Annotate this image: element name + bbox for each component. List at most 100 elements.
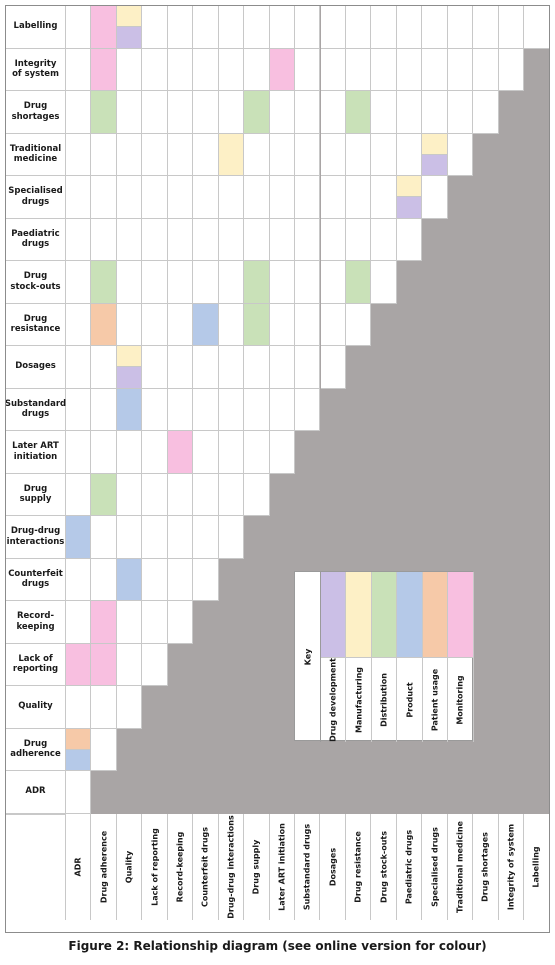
column-label-drug-shortages: Drug shortages bbox=[473, 813, 499, 920]
column-label-text: Lack of reporting bbox=[150, 827, 160, 906]
cell-adr-adr bbox=[66, 771, 92, 814]
cell-dosages-lack-of-reporting bbox=[142, 346, 168, 389]
cell-traditional-medicine-later-art-initiation bbox=[269, 133, 296, 176]
cell-specialised-drugs-quality bbox=[116, 176, 143, 219]
row-label-quality: Quality bbox=[6, 686, 66, 729]
cell-drug-drug-interactions-counterfeit-drugs bbox=[193, 516, 219, 559]
column-label-counterfeit-drugs: Counterfeit drugs bbox=[193, 813, 219, 920]
cell-traditional-medicine-specialised-drugs-drug-development bbox=[422, 154, 448, 176]
cell-quality-drug-adherence bbox=[91, 686, 117, 729]
cell-traditional-medicine-drug-adherence bbox=[91, 133, 117, 176]
column-label-drug-stock-outs: Drug stock-outs bbox=[371, 813, 397, 920]
row-label-substandard-drugs: Substandard drugs bbox=[6, 388, 66, 431]
cell-specialised-drugs-drug-resistance bbox=[345, 176, 372, 219]
cell-integrity-of-system-drug-shortages bbox=[473, 48, 499, 91]
row-label-labelling: Labelling bbox=[6, 6, 66, 49]
cell-integrity-of-system-counterfeit-drugs bbox=[193, 48, 219, 91]
cell-drug-stock-outs-drug-supply-distribution bbox=[244, 261, 270, 304]
cell-drug-stock-outs-substandard-drugs bbox=[295, 261, 321, 304]
cell-labelling-paediatric-drugs bbox=[396, 6, 423, 49]
cell-paediatric-drugs-adr bbox=[66, 218, 92, 261]
cell-quality-adr bbox=[66, 686, 92, 729]
column-label-text: Traditional medicine bbox=[455, 820, 465, 913]
key-swatch bbox=[397, 572, 422, 658]
cell-traditional-medicine-drug-stock-outs bbox=[371, 133, 397, 176]
cell-specialised-drugs-paediatric-drugs-drug-development bbox=[396, 197, 423, 219]
cell-specialised-drugs-drug-supply bbox=[244, 176, 270, 219]
cell-integrity-of-system-drug-adherence-monitoring bbox=[91, 48, 117, 91]
column-label-text: Drug-drug interactions bbox=[226, 814, 236, 919]
column-label-text: Drug stock-outs bbox=[379, 830, 389, 903]
column-label-text: Drug adherence bbox=[99, 830, 109, 903]
cell-drug-resistance-dosages bbox=[320, 303, 346, 346]
cell-later-art-initiation-lack-of-reporting bbox=[142, 431, 168, 474]
cell-traditional-medicine-drug-drug-interactions-manufacturing bbox=[218, 133, 245, 176]
row-label-drug-resistance: Drug resistance bbox=[6, 303, 66, 346]
column-label-text: Counterfeit drugs bbox=[200, 826, 210, 907]
cell-drug-shortages-drug-stock-outs bbox=[371, 91, 397, 134]
key-label-text: Distribution bbox=[379, 673, 389, 727]
cell-labelling-traditional-medicine bbox=[447, 6, 474, 49]
column-label-lack-of-reporting: Lack of reporting bbox=[142, 813, 168, 920]
key-swatch bbox=[422, 572, 448, 658]
key-label-text: Manufacturing bbox=[354, 667, 364, 733]
cell-specialised-drugs-paediatric-drugs-manufacturing bbox=[396, 176, 423, 198]
cell-labelling-drug-adherence-monitoring bbox=[91, 6, 117, 49]
key-label: Manufacturing bbox=[346, 658, 370, 742]
cell-substandard-drugs-substandard-drugs bbox=[295, 388, 321, 431]
cell-drug-adherence-drug-adherence bbox=[91, 728, 117, 771]
colour-key: Key Drug development Manufacturing Distrib… bbox=[294, 571, 474, 742]
cell-drug-drug-interactions-record-keeping bbox=[167, 516, 194, 559]
cell-drug-shortages-substandard-drugs bbox=[295, 91, 321, 134]
key-item-manufacturing: Manufacturing bbox=[346, 572, 372, 742]
cell-specialised-drugs-dosages bbox=[320, 176, 346, 219]
cell-dosages-record-keeping bbox=[167, 346, 194, 389]
cell-later-art-initiation-record-keeping-monitoring bbox=[167, 431, 194, 474]
cell-traditional-medicine-traditional-medicine bbox=[447, 133, 474, 176]
cell-substandard-drugs-adr bbox=[66, 388, 92, 431]
cell-specialised-drugs-drug-stock-outs bbox=[371, 176, 397, 219]
cell-later-art-initiation-quality bbox=[116, 431, 143, 474]
cell-labelling-adr bbox=[66, 6, 92, 49]
cell-drug-drug-interactions-drug-adherence bbox=[91, 516, 117, 559]
row-label-drug-adherence: Drug adherence bbox=[6, 728, 66, 771]
cell-later-art-initiation-later-art-initiation bbox=[269, 431, 296, 474]
cell-dosages-quality-drug-development bbox=[116, 367, 143, 389]
cell-drug-shortages-record-keeping bbox=[167, 91, 194, 134]
column-label-adr: ADR bbox=[66, 813, 92, 920]
cell-paediatric-drugs-later-art-initiation bbox=[269, 218, 296, 261]
cell-drug-shortages-drug-drug-interactions bbox=[218, 91, 245, 134]
cell-integrity-of-system-specialised-drugs bbox=[422, 48, 448, 91]
cell-record-keeping-drug-adherence-monitoring bbox=[91, 601, 117, 644]
cell-counterfeit-drugs-lack-of-reporting bbox=[142, 558, 168, 601]
column-label-substandard-drugs: Substandard drugs bbox=[295, 813, 321, 920]
cell-quality-quality bbox=[116, 686, 143, 729]
cell-integrity-of-system-dosages bbox=[320, 48, 346, 91]
cell-traditional-medicine-substandard-drugs bbox=[295, 133, 321, 176]
cell-drug-drug-interactions-lack-of-reporting bbox=[142, 516, 168, 559]
cell-drug-shortages-drug-resistance-distribution bbox=[345, 91, 372, 134]
column-label-specialised-drugs: Specialised drugs bbox=[422, 813, 448, 920]
cell-paediatric-drugs-counterfeit-drugs bbox=[193, 218, 219, 261]
cell-record-keeping-lack-of-reporting bbox=[142, 601, 168, 644]
cell-traditional-medicine-adr bbox=[66, 133, 92, 176]
row-label-drug-shortages: Drug shortages bbox=[6, 91, 66, 134]
cell-specialised-drugs-adr bbox=[66, 176, 92, 219]
cell-drug-stock-outs-drug-drug-interactions bbox=[218, 261, 245, 304]
cell-later-art-initiation-adr bbox=[66, 431, 92, 474]
cell-substandard-drugs-counterfeit-drugs bbox=[193, 388, 219, 431]
cell-traditional-medicine-counterfeit-drugs bbox=[193, 133, 219, 176]
cell-drug-stock-outs-counterfeit-drugs bbox=[193, 261, 219, 304]
cell-drug-supply-adr bbox=[66, 473, 92, 516]
column-label-text: Paediatric drugs bbox=[404, 829, 414, 904]
cell-traditional-medicine-lack-of-reporting bbox=[142, 133, 168, 176]
cell-labelling-counterfeit-drugs bbox=[193, 6, 219, 49]
cell-drug-shortages-specialised-drugs bbox=[422, 91, 448, 134]
cell-later-art-initiation-drug-supply bbox=[244, 431, 270, 474]
cell-drug-shortages-adr bbox=[66, 91, 92, 134]
column-label-text: Specialised drugs bbox=[430, 826, 440, 907]
cell-paediatric-drugs-drug-adherence bbox=[91, 218, 117, 261]
cell-labelling-drug-stock-outs bbox=[371, 6, 397, 49]
cell-drug-resistance-counterfeit-drugs-product bbox=[193, 303, 219, 346]
column-label-dosages: Dosages bbox=[321, 813, 346, 920]
